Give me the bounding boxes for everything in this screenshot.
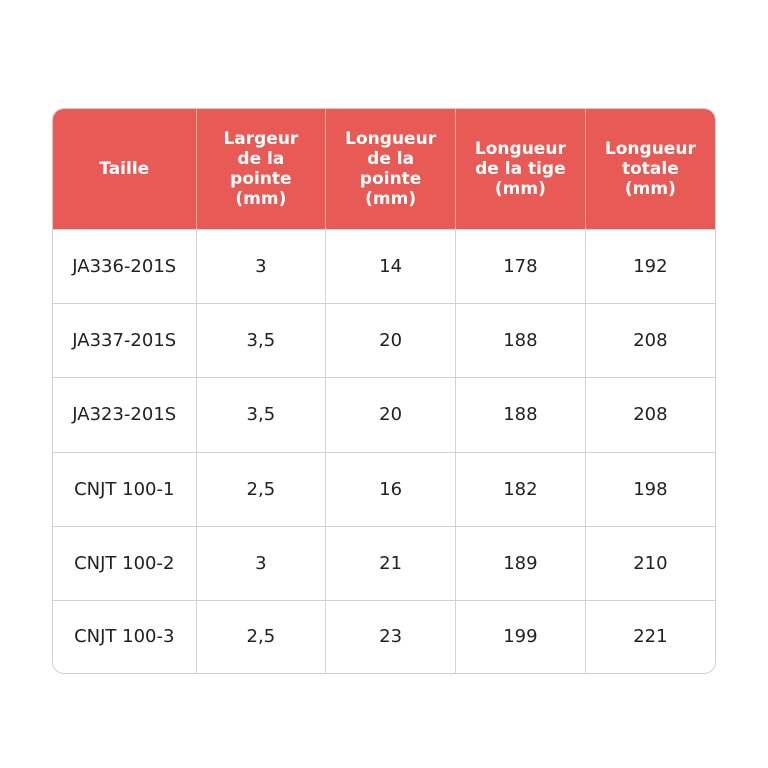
cell-longueur-tige: 188 [455,377,586,453]
column-header-longueur-tige: Longueur de la tige (mm) [455,109,586,230]
cell-largeur-pointe: 3,5 [195,377,327,453]
cell-longueur-totale: 208 [584,303,715,379]
cell-largeur-pointe: 3 [195,525,327,601]
column-header-largeur-pointe: Largeur de la pointe (mm) [195,109,327,230]
table-row: JA337-201S 3,5 20 188 208 [53,303,715,379]
cell-taille: JA323-201S [53,377,197,453]
column-header-line: Largeur [223,129,299,149]
cell-largeur-pointe: 2,5 [195,451,327,527]
cell-longueur-tige: 182 [455,451,586,527]
cell-taille: CNJT 100-1 [53,451,197,527]
column-header-taille: Taille [53,109,197,230]
header-row: Taille Largeur de la pointe (mm) Longueur de l… [53,109,715,230]
cell-longueur-totale: 208 [584,377,715,453]
cell-longueur-pointe: 20 [325,377,456,453]
cell-longueur-pointe: 20 [325,303,456,379]
size-table: Taille Largeur de la pointe (mm) Longueur de l… [53,109,715,673]
cell-taille: JA337-201S [53,303,197,379]
column-header-longueur-pointe: Longueur de la pointe (mm) [325,109,456,230]
column-header-line: (mm) [365,189,417,209]
cell-longueur-tige: 188 [455,303,586,379]
column-header-line: de la [237,149,285,169]
cell-longueur-tige: 199 [455,599,586,673]
column-header-line: totale [621,159,679,179]
column-header-line: (mm) [494,179,546,199]
cell-longueur-totale: 192 [584,228,715,305]
column-header-longueur-totale: Longueur totale (mm) [584,109,715,230]
cell-longueur-pointe: 16 [325,451,456,527]
cell-longueur-pointe: 21 [325,525,456,601]
cell-largeur-pointe: 2,5 [195,599,327,673]
column-header-line: Longueur [474,139,566,159]
table-row: JA336-201S 3 14 178 192 [53,228,715,305]
column-header-line: pointe [230,169,292,189]
cell-longueur-totale: 198 [584,451,715,527]
table-row: JA323-201S 3,5 20 188 208 [53,377,715,453]
cell-taille: CNJT 100-3 [53,599,197,673]
cell-longueur-pointe: 23 [325,599,456,673]
cell-longueur-tige: 178 [455,228,586,305]
cell-largeur-pointe: 3,5 [195,303,327,379]
column-header-line: Taille [99,159,150,179]
cell-longueur-totale: 210 [584,525,715,601]
column-header-line: de la [367,149,415,169]
cell-largeur-pointe: 3 [195,228,327,305]
table-row: CNJT 100-1 2,5 16 182 198 [53,451,715,527]
size-table-container: Taille Largeur de la pointe (mm) Longueur de l… [52,108,716,674]
column-header-line: Longueur [345,129,437,149]
column-header-line: (mm) [235,189,287,209]
column-header-line: pointe [359,169,422,189]
column-header-line: de la tige [475,159,566,179]
column-header-line: Longueur [604,139,696,159]
table-row: CNJT 100-3 2,5 23 199 221 [53,599,715,673]
cell-longueur-tige: 189 [455,525,586,601]
table-row: CNJT 100-2 3 21 189 210 [53,525,715,601]
cell-longueur-pointe: 14 [325,228,456,305]
cell-taille: JA336-201S [53,228,197,305]
cell-taille: CNJT 100-2 [53,525,197,601]
cell-longueur-totale: 221 [584,599,715,673]
column-header-line: (mm) [624,179,676,199]
